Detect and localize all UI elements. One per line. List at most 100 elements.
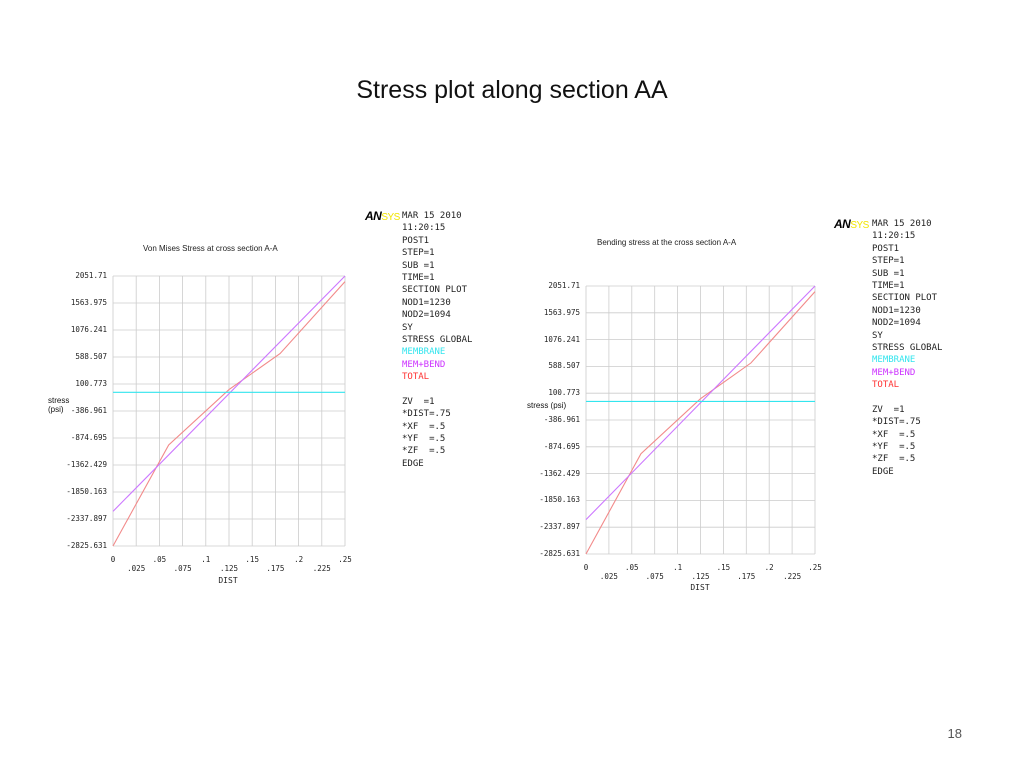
y-tick-label: -874.695: [70, 433, 107, 442]
x-tick-label: .225: [783, 572, 802, 581]
x-tick-label: 0: [110, 555, 116, 564]
info-line: NOD2=1094: [872, 318, 921, 329]
info-line: [402, 383, 472, 395]
x-tick-label: .075: [173, 564, 192, 573]
info-line: TOTAL: [402, 372, 430, 383]
y-tick-label: 588.507: [75, 352, 107, 361]
ansys-logo: ANSYS: [834, 217, 869, 231]
info-line: ZV =1: [872, 404, 905, 415]
series-line-total: [585, 291, 816, 555]
y-tick-label: 100.773: [548, 388, 580, 398]
info-line: TIME=1: [402, 272, 435, 283]
info-line: ZV =1: [402, 396, 435, 407]
info-line: 11:20:15: [402, 223, 446, 234]
y-tick-label: 588.507: [548, 361, 580, 371]
y-tick-label: 2051.71: [548, 281, 580, 290]
x-tick-label: .1: [201, 555, 211, 564]
info-line: SY: [402, 322, 413, 333]
info-line: *XF =.5: [872, 429, 916, 440]
x-tick-label: .05: [152, 555, 167, 564]
x-tick-label: 0: [583, 563, 589, 572]
ansys-logo: ANSYS: [365, 209, 400, 223]
series-line-total: [112, 281, 346, 547]
x-tick-label: .125: [691, 572, 710, 581]
info-line: STRESS GLOBAL: [872, 342, 943, 353]
y-tick-label: 100.773: [75, 379, 107, 388]
info-line: [872, 391, 942, 403]
y-tick-label: -2337.897: [66, 514, 107, 523]
x-tick-label: .15: [245, 555, 259, 564]
x-tick-label: .125: [219, 564, 239, 573]
y-tick-label: -386.961: [543, 415, 580, 424]
info-line: SUB =1: [402, 260, 435, 271]
y-tick-label: 1076.241: [543, 334, 580, 344]
info-line: EDGE: [402, 458, 424, 469]
x-tick-label: .225: [312, 564, 331, 573]
y-axis-label: stress (psi): [527, 401, 567, 410]
info-line: SY: [872, 330, 883, 341]
x-tick-label: .025: [599, 572, 618, 581]
info-line: MEM+BEND: [402, 359, 446, 370]
info-line: MEMBRANE: [872, 355, 916, 366]
info-line: *DIST=.75: [872, 417, 921, 428]
y-tick-label: 1563.975: [543, 307, 580, 317]
y-tick-label: -386.961: [70, 406, 107, 415]
info-panel-right: MAR 15 2010 11:20:15 POST1 STEP=1 SUB =1 TIME…: [872, 218, 942, 478]
y-tick-label: -2337.897: [539, 522, 580, 532]
info-line: NOD1=1230: [402, 297, 451, 308]
y-tick-label: -1362.429: [539, 468, 580, 478]
info-line: *YF =.5: [872, 442, 916, 453]
info-panel-left: MAR 15 2010 11:20:15 POST1 STEP=1 SUB =1 TIME…: [402, 210, 472, 470]
x-tick-label: .075: [645, 572, 664, 581]
info-line: EDGE: [872, 466, 894, 477]
x-tick-label: .2: [294, 555, 304, 564]
x-tick-label: .175: [737, 572, 756, 581]
info-line: SECTION PLOT: [872, 293, 938, 304]
chart-title: Bending stress at the cross section A-A: [597, 238, 737, 247]
info-line: SECTION PLOT: [402, 285, 468, 296]
y-tick-label: 1563.975: [70, 298, 107, 307]
info-line: *XF =.5: [402, 421, 446, 432]
x-tick-label: .25: [338, 555, 352, 564]
info-line: MEMBRANE: [402, 347, 446, 358]
series-line-mem-bend: [585, 285, 816, 521]
x-tick-label: .1: [673, 563, 683, 572]
info-line: *DIST=.75: [402, 409, 451, 420]
info-line: STRESS GLOBAL: [402, 334, 473, 345]
x-tick-label: .25: [808, 563, 822, 572]
page-number: 18: [947, 726, 962, 741]
info-line: STEP=1: [872, 256, 905, 267]
info-line: TOTAL: [872, 380, 900, 391]
info-line: *ZF =.5: [872, 454, 916, 465]
x-tick-label: .2: [764, 563, 774, 572]
y-tick-label: 1076.241: [70, 325, 107, 334]
info-line: MAR 15 2010: [402, 211, 462, 221]
info-line: NOD2=1094: [402, 310, 451, 321]
x-tick-label: .05: [625, 563, 639, 572]
y-tick-label: -874.695: [543, 441, 580, 451]
x-tick-label: .15: [716, 563, 731, 572]
x-tick-label: .175: [266, 564, 285, 573]
x-axis-label: DIST: [690, 583, 710, 592]
info-line: SUB =1: [872, 268, 905, 279]
x-tick-label: .025: [127, 564, 146, 573]
info-line: *ZF =.5: [402, 446, 446, 457]
info-line: *YF =.5: [402, 434, 446, 445]
chart-title: Von Mises Stress at cross section A-A: [143, 244, 278, 253]
info-line: POST1: [402, 235, 430, 246]
info-line: TIME=1: [872, 280, 905, 291]
y-tick-label: 2051.71: [75, 271, 107, 280]
info-line: MEM+BEND: [872, 367, 916, 378]
y-tick-label: -1850.163: [539, 495, 580, 505]
y-axis-label: stress (psi): [48, 396, 70, 414]
series-line-mem-bend: [112, 275, 346, 512]
info-line: MAR 15 2010: [872, 219, 932, 229]
slide-title: Stress plot along section AA: [356, 76, 668, 104]
y-tick-label: -2825.631: [539, 549, 580, 558]
info-line: POST1: [872, 243, 900, 254]
y-tick-label: -2825.631: [66, 541, 107, 550]
info-line: STEP=1: [402, 248, 435, 259]
x-axis-label: DIST: [218, 576, 238, 585]
y-tick-label: -1362.429: [66, 460, 107, 469]
